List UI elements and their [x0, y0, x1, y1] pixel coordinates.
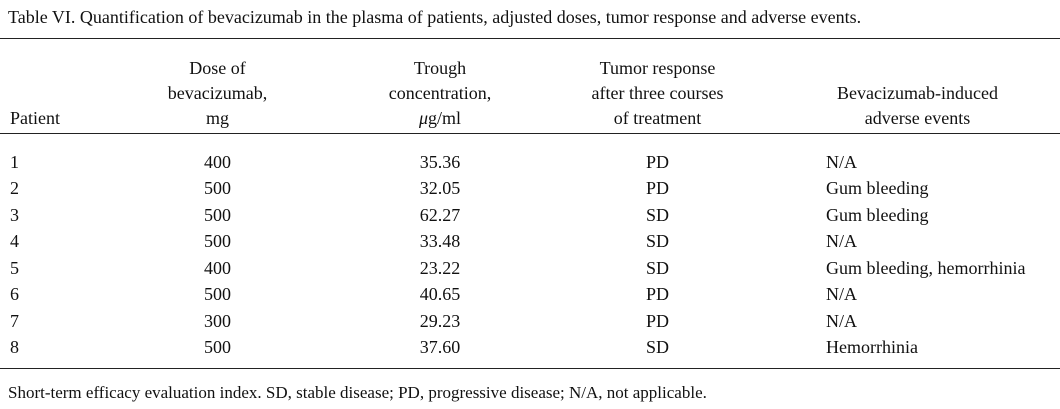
table-header-rule — [0, 133, 1060, 134]
table-row: 3 500 62.27 SD Gum bleeding — [0, 202, 1060, 228]
table-row: 2 500 32.05 PD Gum bleeding — [0, 175, 1060, 201]
cell-patient: 6 — [10, 284, 19, 304]
cell-adverse: Hemorrhinia — [826, 337, 918, 357]
cell-patient: 7 — [10, 311, 19, 331]
header-trough-unit-rest: g/ml — [428, 108, 462, 128]
table-bottom-rule — [0, 368, 1060, 369]
cell-adverse: N/A — [826, 284, 857, 304]
cell-patient: 4 — [10, 231, 19, 251]
header-response-line-3: of treatment — [613, 108, 702, 128]
cell-patient: 8 — [10, 337, 19, 357]
cell-trough: 62.27 — [419, 205, 461, 225]
header-adverse-line-2: adverse events — [864, 108, 971, 128]
cell-trough: 37.60 — [419, 337, 461, 357]
cell-response: SD — [645, 337, 669, 357]
table-row: 1 400 35.36 PD N/A — [0, 149, 1060, 175]
cell-adverse: N/A — [826, 152, 857, 172]
cell-dose: 300 — [204, 311, 231, 331]
cell-response: PD — [645, 152, 669, 172]
header-patient: Patient — [10, 106, 60, 131]
cell-response: SD — [645, 258, 669, 278]
header-patient-label: Patient — [10, 108, 60, 128]
cell-dose: 500 — [204, 337, 231, 357]
cell-patient: 3 — [10, 205, 19, 225]
cell-dose: 500 — [204, 284, 231, 304]
cell-dose: 500 — [204, 178, 231, 198]
cell-adverse: N/A — [826, 231, 857, 251]
header-trough-unit-mu: μ — [418, 108, 429, 128]
cell-trough: 23.22 — [419, 258, 461, 278]
cell-dose: 500 — [204, 205, 231, 225]
cell-adverse: Gum bleeding — [826, 178, 929, 198]
header-dose-line-1: Dose of — [189, 58, 246, 78]
cell-dose: 400 — [204, 258, 231, 278]
header-trough-unit: μg/ml — [355, 106, 525, 131]
table-row: 6 500 40.65 PD N/A — [0, 281, 1060, 307]
header-dose-line-2: bevacizumab, — [167, 83, 268, 103]
cell-response: SD — [645, 231, 669, 251]
header-trough-line-2: concentration, — [388, 83, 492, 103]
cell-trough: 29.23 — [419, 311, 461, 331]
header-adverse-line-1: Bevacizumab-induced — [837, 83, 998, 103]
cell-response: PD — [645, 178, 669, 198]
table-row: 7 300 29.23 PD N/A — [0, 308, 1060, 334]
cell-response: SD — [645, 205, 669, 225]
cell-adverse: Gum bleeding — [826, 205, 929, 225]
cell-adverse: N/A — [826, 311, 857, 331]
header-dose: Dose of bevacizumab, mg — [140, 56, 295, 131]
header-trough-line-1: Trough — [413, 58, 467, 78]
table-row: 5 400 23.22 SD Gum bleeding, hemorrhinia — [0, 255, 1060, 281]
header-adverse-events: Bevacizumab-induced adverse events — [790, 81, 1045, 131]
table-top-rule — [0, 38, 1060, 39]
cell-trough: 32.05 — [419, 178, 461, 198]
table-footnote: Short-term efficacy evaluation index. SD… — [8, 383, 707, 402]
table-caption: Table VI. Quantification of bevacizumab … — [8, 7, 862, 27]
header-dose-line-3: mg — [205, 108, 229, 128]
cell-response: PD — [645, 284, 669, 304]
header-tumor-response: Tumor response after three courses of tr… — [580, 56, 735, 131]
cell-trough: 40.65 — [419, 284, 461, 304]
header-response-line-2: after three courses — [591, 83, 724, 103]
cell-dose: 500 — [204, 231, 231, 251]
cell-patient: 2 — [10, 178, 19, 198]
cell-trough: 33.48 — [419, 231, 461, 251]
cell-patient: 5 — [10, 258, 19, 278]
cell-dose: 400 — [204, 152, 231, 172]
header-response-line-1: Tumor response — [599, 58, 716, 78]
cell-adverse: Gum bleeding, hemorrhinia — [826, 258, 1026, 278]
table-row: 8 500 37.60 SD Hemorrhinia — [0, 334, 1060, 360]
cell-response: PD — [645, 311, 669, 331]
cell-patient: 1 — [10, 152, 19, 172]
cell-trough: 35.36 — [419, 152, 461, 172]
header-trough-concentration: Trough concentration, μg/ml — [355, 56, 525, 131]
table-row: 4 500 33.48 SD N/A — [0, 228, 1060, 254]
